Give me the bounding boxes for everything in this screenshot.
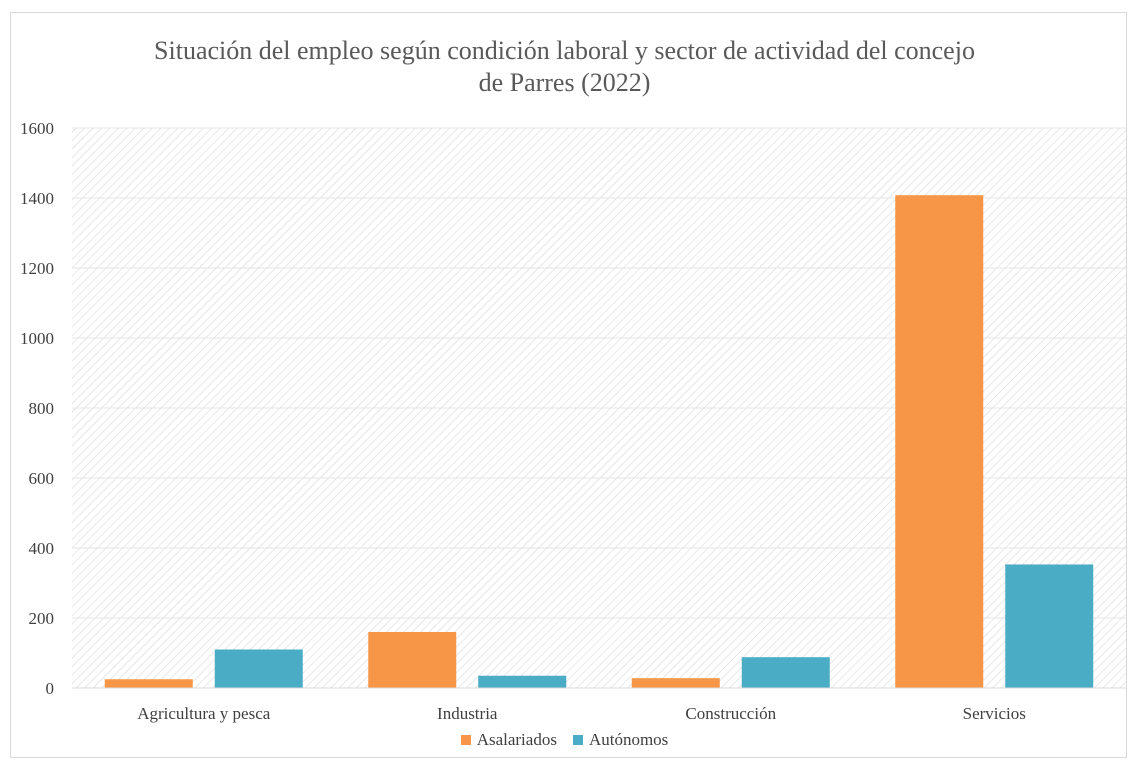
y-tick-label: 1400	[20, 189, 54, 208]
bar-asalariados-3	[895, 195, 984, 688]
legend-swatch-autonomos	[572, 735, 583, 745]
chart-title-line-2: de Parres (2022)	[478, 68, 651, 97]
legend-label-autonomos: Autónomos	[588, 730, 669, 749]
x-category-label: Construcción	[685, 704, 776, 723]
y-tick-label: 800	[29, 399, 55, 418]
y-tick-label: 0	[46, 679, 55, 698]
legend-item-asalariados: Asalariados	[460, 730, 557, 750]
y-tick-label: 1600	[20, 119, 54, 138]
x-axis-categories: Agricultura y pesca Industria Construcción…	[137, 704, 1026, 723]
bars	[104, 195, 1094, 688]
legend-item-autonomos: Autónomos	[572, 730, 669, 750]
x-category-label: Servicios	[963, 704, 1026, 723]
chart-title-line-1: Situación del empleo según condición lab…	[154, 36, 975, 65]
bar-asalariados-1	[368, 632, 457, 688]
legend-swatch-asalariados	[460, 735, 471, 745]
bar-asalariados-2	[631, 678, 720, 688]
bar-autonomos-2	[741, 657, 830, 688]
x-category-label: Industria	[437, 704, 498, 723]
x-category-label: Agricultura y pesca	[137, 704, 271, 723]
legend: Asalariados Autónomos	[0, 730, 1129, 750]
y-tick-label: 1200	[20, 259, 54, 278]
chart-title: Situación del empleo según condición lab…	[0, 35, 1129, 99]
bar-autonomos-0	[214, 649, 303, 688]
y-tick-label: 600	[29, 469, 55, 488]
y-tick-label: 400	[29, 539, 55, 558]
bar-autonomos-1	[478, 675, 567, 688]
y-tick-label: 200	[29, 609, 55, 628]
legend-label-asalariados: Asalariados	[476, 730, 557, 749]
bar-asalariados-0	[104, 679, 193, 688]
y-axis-ticks: 0 200 400 600 800 1000 1200 1400 1600	[20, 119, 54, 698]
y-tick-label: 1000	[20, 329, 54, 348]
bar-autonomos-3	[1005, 564, 1094, 688]
